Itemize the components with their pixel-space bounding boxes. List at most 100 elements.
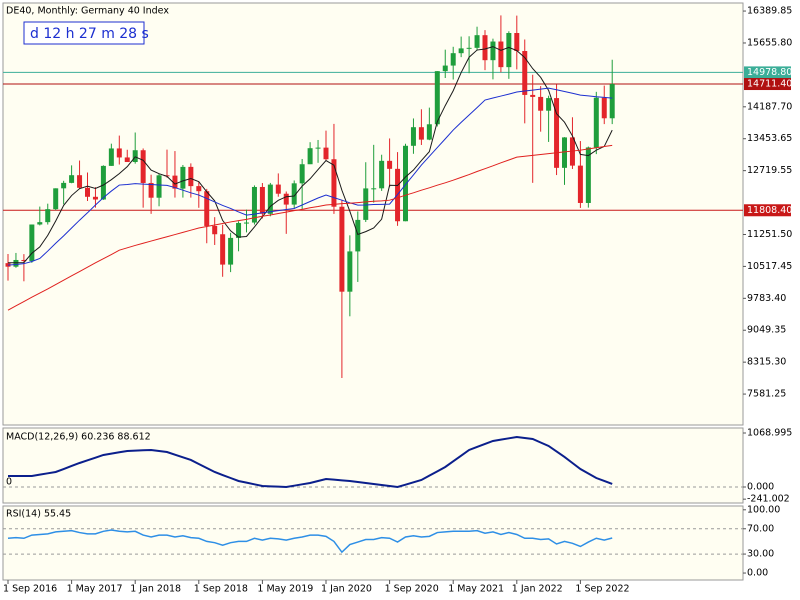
candle-body: [283, 193, 289, 205]
candle-body: [236, 222, 242, 238]
macd-panel: [2, 427, 744, 504]
y-tick-label: 16389.85: [747, 6, 792, 17]
candle-body: [601, 97, 607, 119]
macd-title: MACD(12,26,9) 60.236 88.612: [6, 432, 151, 443]
candle-body: [482, 35, 488, 61]
candle-body: [458, 48, 464, 54]
candle-body: [426, 124, 432, 140]
x-tick-label: 1 Sep 2016: [3, 584, 57, 595]
price-level-box: [744, 78, 791, 91]
candle-body: [410, 127, 416, 146]
x-tick-label: 1 Jan 2020: [321, 584, 372, 595]
candle-body: [498, 41, 504, 68]
candle-body: [100, 165, 106, 200]
candle-body: [379, 160, 385, 189]
candle-body: [442, 65, 448, 72]
x-tick-label: 1 May 2021: [448, 584, 504, 595]
candle-body: [514, 33, 520, 52]
candle-body: [593, 97, 599, 148]
x-tick-label: 1 Jan 2022: [512, 584, 563, 595]
candle-body: [164, 175, 170, 177]
candle-body: [434, 71, 440, 125]
candle-body: [609, 84, 615, 119]
candle-body: [61, 182, 67, 189]
y-tick-label: 30.00: [747, 549, 774, 560]
y-tick-label: 70.00: [747, 523, 774, 534]
timer-text: d 12 h 27 m 28 s: [30, 26, 149, 42]
candle-body: [522, 51, 528, 95]
candle-body: [585, 147, 591, 203]
candle-body: [180, 166, 186, 189]
candle-body: [299, 164, 305, 184]
candle-body: [244, 222, 249, 224]
candle-body: [124, 157, 130, 163]
price-level-label: 14978.80: [747, 67, 792, 78]
candle-body: [323, 147, 329, 160]
timer-box: [23, 21, 145, 45]
x-tick-label: 1 Jan 2018: [130, 584, 181, 595]
candle-body: [355, 219, 361, 252]
candle-body: [37, 222, 43, 225]
price-level-box: [744, 204, 791, 217]
y-tick-label: 14187.70: [747, 101, 792, 112]
candle-body: [371, 188, 377, 190]
y-tick-label: 12719.55: [747, 165, 792, 176]
candle-body: [13, 259, 19, 267]
candle-body: [196, 186, 202, 192]
candle-body: [387, 160, 393, 169]
candle-body: [403, 145, 408, 222]
candle-body: [363, 188, 369, 220]
candle-body: [21, 259, 27, 262]
candle-body: [85, 187, 90, 197]
moving-average: [7, 144, 613, 311]
candle-body: [188, 166, 194, 187]
y-tick-label: 13453.65: [747, 133, 792, 144]
candle-body: [554, 98, 560, 168]
plot-layer: 16389.85 15655.80 14187.70 13453.65 12719.55…: [3, 6, 792, 595]
y-tick-label: -241.002: [747, 494, 790, 505]
candle-body: [562, 137, 567, 168]
chart-title: DE40, Monthly: Germany 40 Index: [6, 6, 169, 17]
candle-body: [267, 184, 273, 214]
candle-body: [108, 148, 114, 166]
candle-body: [474, 35, 480, 48]
x-tick-label: 1 Sep 2020: [385, 584, 439, 595]
indicator-line: [7, 529, 613, 554]
candle-body: [315, 147, 321, 149]
y-tick-label: 9783.40: [747, 293, 786, 304]
y-tick-label: 0.00: [747, 568, 768, 579]
candle-body: [148, 182, 154, 198]
candle-body: [339, 206, 345, 292]
x-tick-label: 1 May 2017: [67, 584, 123, 595]
candle-body: [331, 159, 337, 207]
candle-body: [538, 96, 544, 111]
y-tick-label: 15655.80: [747, 37, 792, 48]
candle-body: [212, 225, 218, 235]
price-level-box: [744, 66, 791, 79]
y-tick-label: 0.000: [747, 481, 774, 492]
indicator-line: [8, 435, 613, 489]
y-tick-label: 10517.45: [747, 261, 792, 272]
y-tick-label: 11251.50: [747, 229, 792, 240]
candle-body: [530, 94, 536, 97]
candle-body: [140, 150, 146, 183]
candle-body: [347, 251, 353, 292]
rsi-panel: [2, 505, 744, 581]
candle-body: [204, 191, 210, 226]
candle-body: [259, 186, 265, 214]
candle-body: [92, 196, 98, 200]
candle-body: [228, 237, 234, 265]
x-tick-label: 1 Sep 2022: [575, 584, 629, 595]
candle-body: [69, 175, 75, 183]
candle-body: [77, 175, 83, 188]
y-tick-label: 7581.25: [747, 389, 786, 400]
price-level-label: 14711.40: [747, 79, 792, 90]
candle-body: [577, 165, 583, 203]
candle-body: [29, 224, 35, 262]
candle-body: [156, 175, 162, 198]
candle-body: [506, 33, 512, 68]
candle-body: [116, 148, 122, 158]
candle-body: [132, 150, 138, 163]
candle-body: [466, 47, 472, 49]
